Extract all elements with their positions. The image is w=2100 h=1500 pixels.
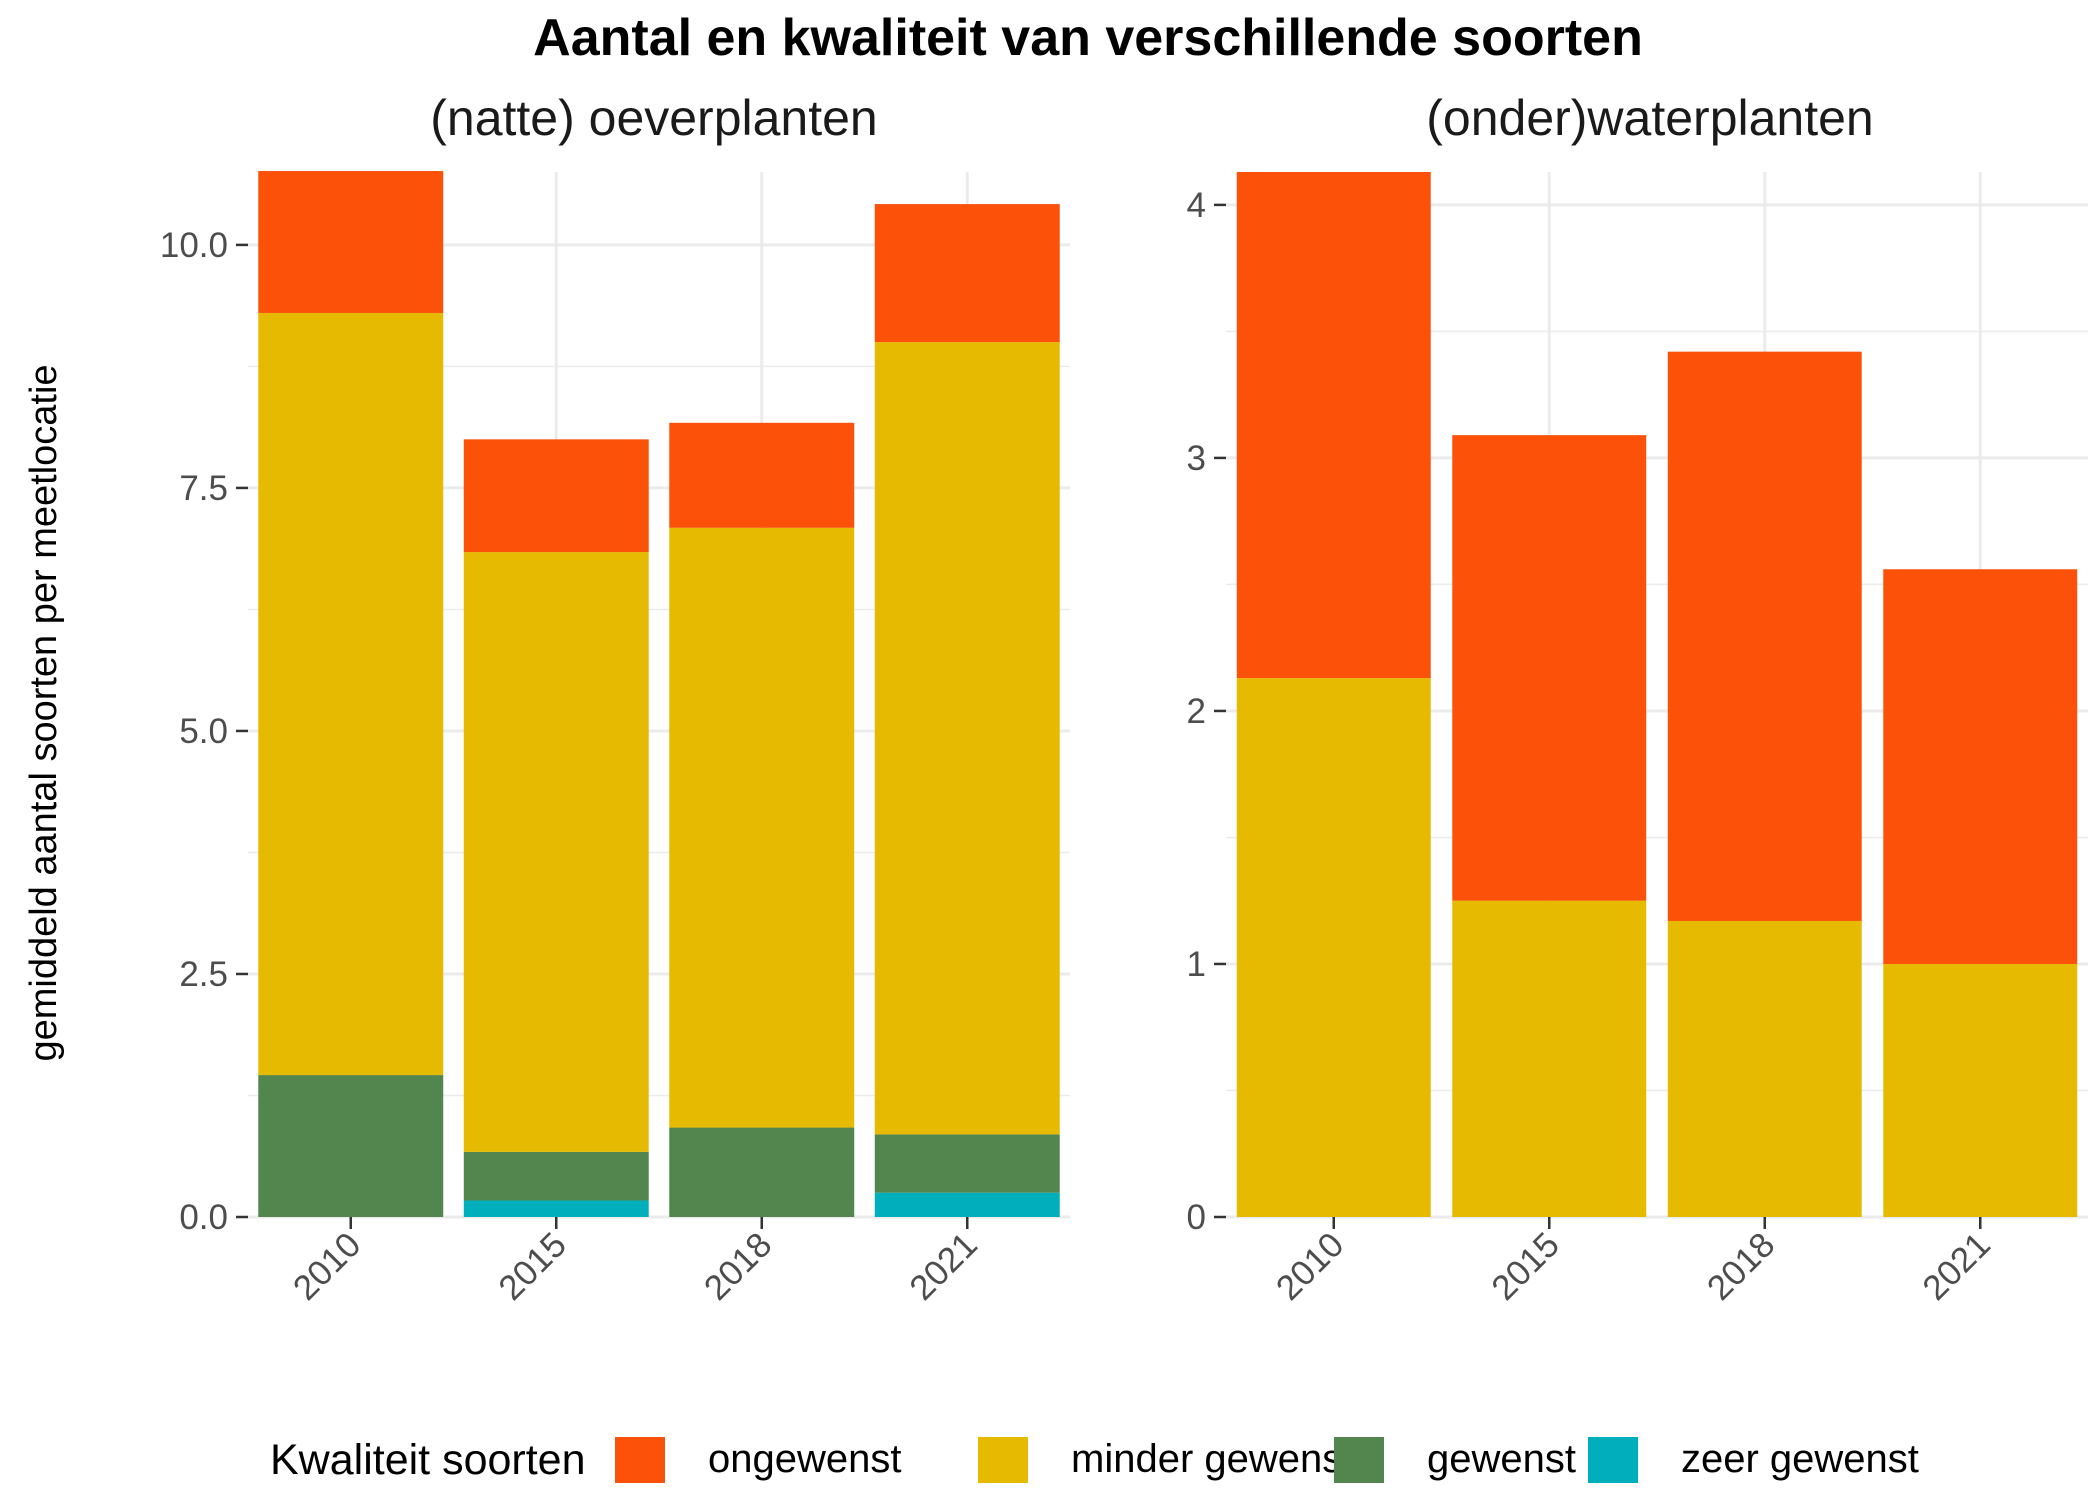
x-tick-label: 2015 bbox=[491, 1225, 574, 1308]
panel-oeverplanten: 0.0 2.5 5.0 7.5 10.0 2010 2015 2018 2021 bbox=[160, 171, 1070, 1308]
bar-segment-2018-minder-gewenst bbox=[1667, 920, 1862, 1217]
legend-label: ongewenst bbox=[708, 1437, 901, 1481]
bar-segment-2015-minder-gewenst bbox=[463, 552, 649, 1152]
y-tick-label: 7.5 bbox=[179, 469, 228, 508]
x-tick-label: 2015 bbox=[1484, 1225, 1567, 1308]
y-axis-label: gemiddeld aantal soorten per meetlocatie bbox=[23, 364, 65, 1061]
x-tick-label: 2021 bbox=[902, 1225, 985, 1308]
bar-segment-2021-minder-gewenst bbox=[1883, 963, 2078, 1217]
chart-title: Aantal en kwaliteit van verschillende so… bbox=[533, 9, 1643, 67]
bar-segment-2010-minder-gewenst bbox=[1236, 678, 1431, 1217]
bar-segment-2015-gewenst bbox=[463, 1151, 649, 1201]
bar-segment-2021-ongewenst bbox=[1883, 569, 2078, 964]
y-tick-label: 3 bbox=[1187, 439, 1206, 478]
y-tick-label: 10.0 bbox=[160, 226, 228, 265]
bar-segment-2021-ongewenst bbox=[874, 204, 1060, 343]
bar-segment-2018-ongewenst bbox=[1667, 351, 1862, 921]
bar-segment-2015-minder-gewenst bbox=[1452, 900, 1647, 1217]
bar-segment-2010-gewenst bbox=[258, 1075, 444, 1217]
x-tick-label: 2010 bbox=[286, 1225, 369, 1308]
y-tick-label: 5.0 bbox=[179, 712, 228, 751]
bar-segment-2010-ongewenst bbox=[1236, 172, 1431, 679]
bar-segment-2010-ongewenst bbox=[258, 171, 444, 313]
panel-title-oeverplanten: (natte) oeverplanten bbox=[430, 90, 878, 146]
legend-label: zeer gewenst bbox=[1681, 1437, 1919, 1481]
bar-segment-2021-minder-gewenst bbox=[874, 342, 1060, 1135]
bar-segment-2021-gewenst bbox=[874, 1134, 1060, 1193]
y-tick-label: 0.0 bbox=[179, 1198, 228, 1237]
bar-segment-2015-ongewenst bbox=[1452, 435, 1647, 901]
bar-segment-2018-minder-gewenst bbox=[669, 527, 855, 1128]
x-tick-label: 2018 bbox=[697, 1225, 780, 1308]
y-tick-label: 2.5 bbox=[179, 955, 228, 994]
bar-segment-2021-zeer-gewenst bbox=[874, 1192, 1060, 1217]
bar-segment-2015-ongewenst bbox=[463, 439, 649, 553]
y-tick-label: 2 bbox=[1187, 692, 1206, 731]
panel-waterplanten: 0 1 2 3 4 2010 2015 2018 2021 bbox=[1187, 172, 2088, 1308]
panel-title-waterplanten: (onder)waterplanten bbox=[1426, 90, 1874, 146]
bar-segment-2015-zeer-gewenst bbox=[463, 1200, 649, 1217]
legend-label: gewenst bbox=[1427, 1437, 1576, 1481]
y-tick-label: 4 bbox=[1187, 186, 1206, 225]
y-tick-label: 0 bbox=[1187, 1198, 1206, 1237]
bar-segment-2010-minder-gewenst bbox=[258, 312, 444, 1076]
legend-title: Kwaliteit soorten bbox=[270, 1436, 586, 1484]
legend-key-gewenst bbox=[1334, 1437, 1384, 1483]
legend: Kwaliteit soorten ongewenst minder gewens… bbox=[270, 1436, 1919, 1484]
y-tick-label: 1 bbox=[1187, 945, 1206, 984]
legend-key-minder-gewenst bbox=[978, 1437, 1028, 1483]
legend-label: minder gewenst bbox=[1071, 1437, 1353, 1481]
x-tick-label: 2018 bbox=[1700, 1225, 1783, 1308]
legend-key-zeer-gewenst bbox=[1588, 1437, 1638, 1483]
legend-key-ongewenst bbox=[615, 1437, 665, 1483]
x-tick-label: 2021 bbox=[1915, 1225, 1998, 1308]
bar-segment-2018-ongewenst bbox=[669, 422, 855, 528]
bar-segment-2018-gewenst bbox=[669, 1127, 855, 1217]
x-tick-label: 2010 bbox=[1269, 1225, 1352, 1308]
